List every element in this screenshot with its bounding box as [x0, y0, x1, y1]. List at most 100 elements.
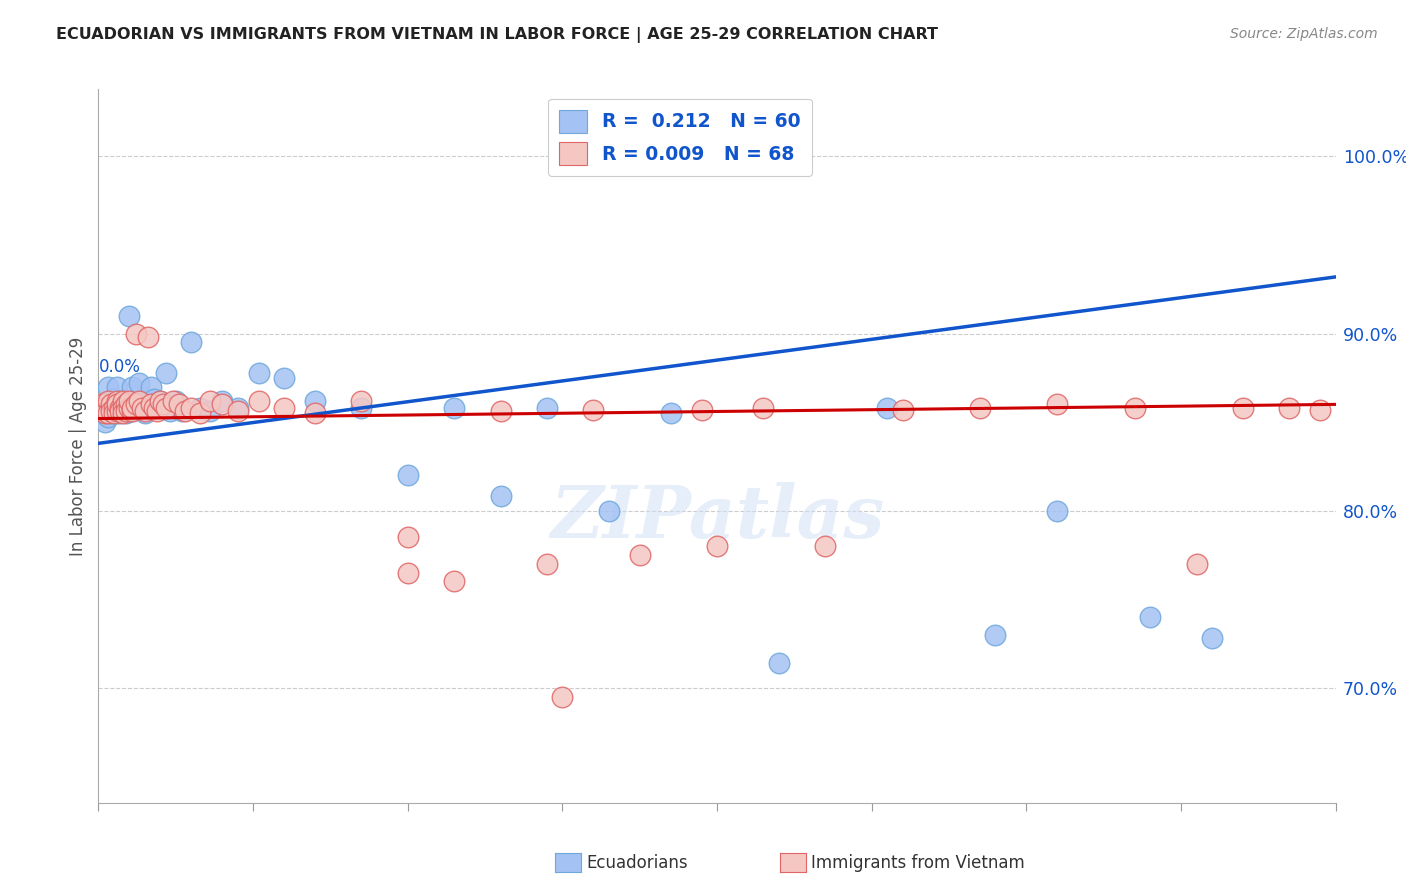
Text: Immigrants from Vietnam: Immigrants from Vietnam — [811, 854, 1025, 871]
Point — [1232, 401, 1254, 415]
Point — [155, 366, 177, 380]
Point — [690, 402, 713, 417]
Point — [536, 557, 558, 571]
Point — [128, 376, 150, 391]
Point — [121, 404, 143, 418]
Point — [152, 397, 174, 411]
Point — [304, 406, 326, 420]
Point — [443, 401, 465, 415]
Point — [146, 401, 169, 415]
Text: 0.0%: 0.0% — [98, 359, 141, 376]
Point — [162, 393, 184, 408]
Point — [752, 401, 775, 415]
Point — [93, 406, 115, 420]
Point — [211, 397, 233, 411]
Point — [93, 397, 115, 411]
Point — [115, 397, 138, 411]
Point — [105, 379, 128, 393]
Point — [97, 393, 120, 408]
Point — [121, 379, 143, 393]
Point — [1046, 503, 1069, 517]
Point — [149, 393, 172, 408]
Point — [124, 397, 146, 411]
Point — [118, 309, 141, 323]
Point — [131, 397, 153, 411]
Point — [103, 401, 125, 415]
Point — [155, 401, 177, 415]
Point — [891, 402, 914, 417]
Point — [103, 392, 125, 406]
Point — [136, 401, 159, 415]
Point — [108, 404, 131, 418]
Point — [1278, 401, 1301, 415]
Text: Source: ZipAtlas.com: Source: ZipAtlas.com — [1230, 27, 1378, 41]
Point — [121, 404, 143, 418]
Point — [128, 393, 150, 408]
Point — [100, 393, 122, 408]
Point — [984, 627, 1007, 641]
Point — [97, 406, 120, 420]
Point — [103, 406, 125, 420]
Point — [100, 406, 122, 420]
Point — [1309, 402, 1331, 417]
Point — [93, 415, 115, 429]
Point — [1123, 401, 1146, 415]
Point — [139, 397, 162, 411]
Point — [108, 406, 131, 420]
Point — [124, 326, 146, 341]
Point — [247, 393, 270, 408]
Point — [115, 404, 138, 418]
Point — [112, 401, 135, 415]
Point — [108, 401, 131, 415]
Point — [180, 401, 202, 415]
Point — [143, 401, 166, 415]
Point — [105, 406, 128, 420]
Point — [90, 397, 112, 411]
Point — [112, 393, 135, 408]
Point — [198, 404, 221, 418]
Point — [582, 402, 605, 417]
Point — [396, 566, 419, 580]
Point — [1185, 557, 1208, 571]
Point — [598, 503, 620, 517]
Point — [115, 404, 138, 418]
Point — [90, 406, 112, 420]
Point — [124, 401, 146, 415]
Point — [112, 406, 135, 420]
Point — [180, 335, 202, 350]
Point — [97, 397, 120, 411]
Text: ECUADORIAN VS IMMIGRANTS FROM VIETNAM IN LABOR FORCE | AGE 25-29 CORRELATION CHA: ECUADORIAN VS IMMIGRANTS FROM VIETNAM IN… — [56, 27, 938, 43]
Point — [112, 393, 135, 408]
Point — [97, 409, 120, 424]
Point — [190, 401, 212, 415]
Point — [247, 366, 270, 380]
Point — [969, 401, 991, 415]
Point — [103, 401, 125, 415]
Point — [706, 539, 728, 553]
Point — [768, 656, 790, 670]
Point — [105, 404, 128, 418]
Point — [396, 530, 419, 544]
Point — [108, 397, 131, 411]
Point — [165, 393, 187, 408]
Text: Ecuadorians: Ecuadorians — [586, 854, 688, 871]
Point — [100, 397, 122, 411]
Point — [876, 401, 898, 415]
Point — [174, 404, 197, 418]
Legend: R =  0.212   N = 60, R = 0.009   N = 68: R = 0.212 N = 60, R = 0.009 N = 68 — [548, 99, 813, 177]
Point — [131, 401, 153, 415]
Point — [489, 490, 512, 504]
Point — [100, 404, 122, 418]
Point — [108, 393, 131, 408]
Point — [443, 574, 465, 589]
Point — [198, 393, 221, 408]
Point — [118, 393, 141, 408]
Point — [273, 371, 295, 385]
Point — [115, 406, 138, 420]
Point — [105, 397, 128, 411]
Point — [1046, 397, 1069, 411]
Point — [628, 548, 651, 562]
Point — [190, 406, 212, 420]
Point — [159, 404, 181, 418]
Point — [350, 401, 373, 415]
